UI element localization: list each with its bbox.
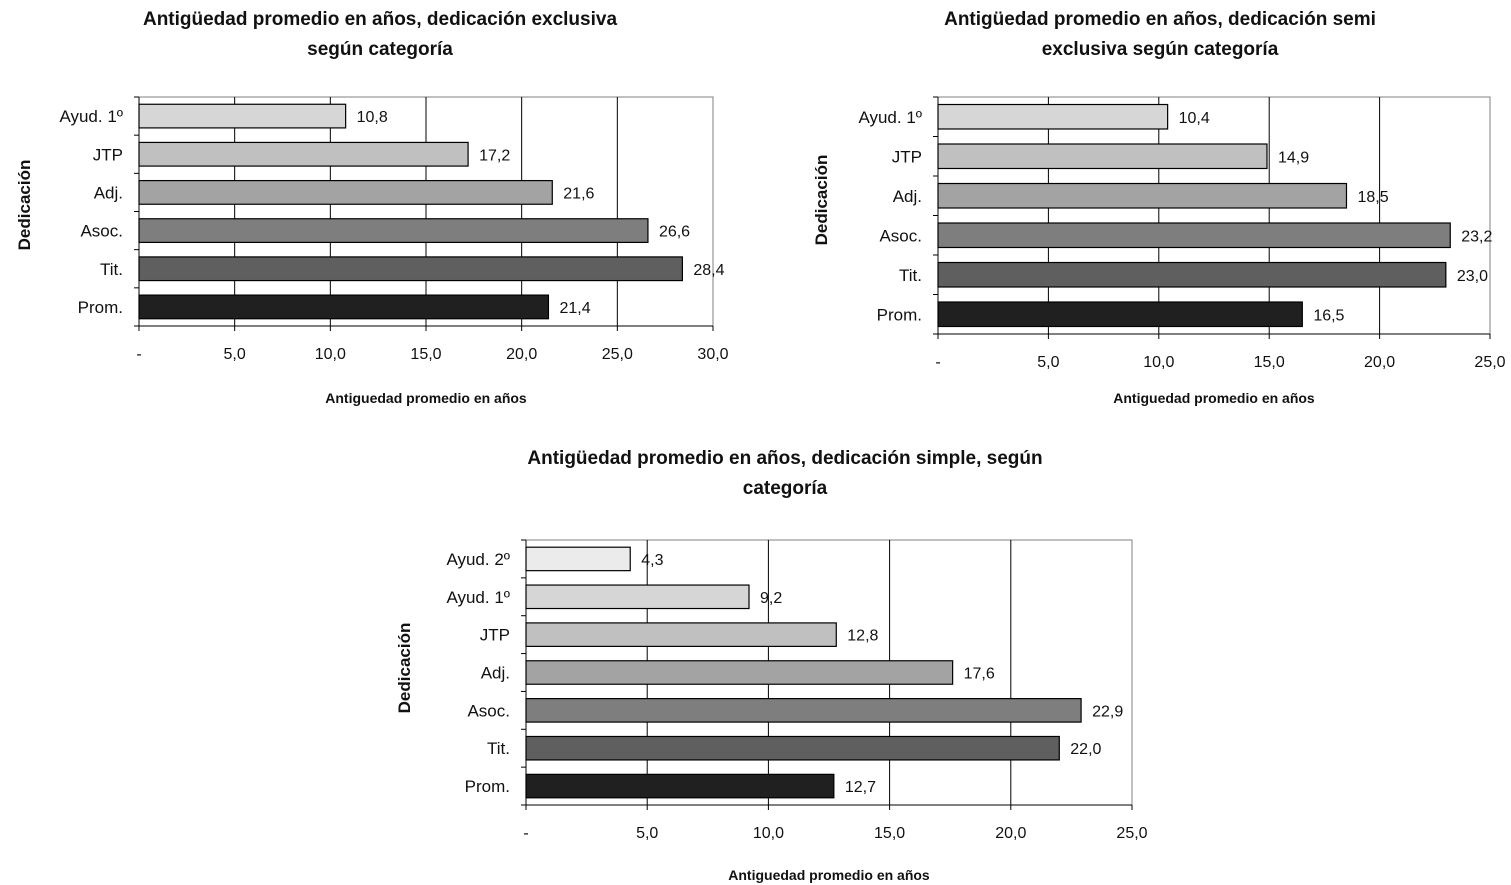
data-label: 22,0 bbox=[1070, 741, 1101, 758]
x-tick-label: 5,0 bbox=[224, 346, 246, 363]
data-label: 23,0 bbox=[1457, 268, 1488, 285]
data-label: 10,8 bbox=[357, 109, 388, 126]
category-label: Ayud. 1º bbox=[858, 108, 922, 127]
bar bbox=[937, 103, 1169, 130]
category-label: Adj. bbox=[94, 183, 123, 202]
category-label: Asoc. bbox=[80, 222, 123, 241]
bar bbox=[937, 222, 1451, 249]
bar bbox=[937, 182, 1348, 209]
x-tick-label: 15,0 bbox=[410, 346, 441, 363]
bar-chart-svg: - 5,0 10,0 15,0 20,0 25,0 30,0 Ayud. 1º 10,8 JTP 1… bbox=[15, 96, 729, 406]
bar-chart-svg: - 5,0 10,0 15,0 20,0 25,0 Ayud. 1º 10,4 JTP 14,9 A… bbox=[812, 96, 1506, 406]
bar bbox=[937, 143, 1268, 170]
data-label: 9,2 bbox=[760, 590, 782, 607]
x-tick-label: 25,0 bbox=[1474, 354, 1505, 371]
category-label: Tit. bbox=[100, 260, 123, 279]
x-tick-label: 25,0 bbox=[1116, 825, 1147, 842]
data-label: 14,9 bbox=[1278, 149, 1309, 166]
category-label: Adj. bbox=[893, 187, 922, 206]
data-label: 12,7 bbox=[845, 779, 876, 796]
category-label: Prom. bbox=[877, 305, 922, 324]
chart-title: Antigüedad promedio en años, dedicación … bbox=[810, 5, 1510, 65]
data-label: 17,6 bbox=[964, 666, 995, 683]
category-label: Tit. bbox=[487, 739, 510, 758]
category-label: Adj. bbox=[481, 664, 510, 683]
x-tick-label: 20,0 bbox=[995, 825, 1026, 842]
data-label: 16,5 bbox=[1313, 307, 1344, 324]
chart-title-line: Antigüedad promedio en años, dedicación … bbox=[527, 448, 1043, 469]
data-label: 10,4 bbox=[1179, 110, 1210, 127]
x-axis-title: Antiguedad promedio en años bbox=[728, 867, 930, 883]
chart-simple: Antigüedad promedio en años, dedicación … bbox=[380, 440, 1180, 885]
category-label: Asoc. bbox=[879, 226, 922, 245]
category-label: Ayud. 2º bbox=[446, 550, 510, 569]
category-label: Ayud. 1º bbox=[446, 588, 510, 607]
bar bbox=[937, 261, 1447, 288]
data-label: 22,9 bbox=[1092, 703, 1123, 720]
bar bbox=[525, 584, 750, 610]
x-tick-label: 20,0 bbox=[506, 346, 537, 363]
x-tick-label: 5,0 bbox=[1037, 354, 1059, 371]
category-label: Ayud. 1º bbox=[59, 107, 123, 126]
chart-title-line: Antigüedad promedio en años, dedicación … bbox=[944, 9, 1376, 30]
bar bbox=[138, 256, 683, 282]
category-label: Tit. bbox=[899, 266, 922, 285]
category-label: Prom. bbox=[78, 298, 123, 317]
x-tick-label: - bbox=[935, 354, 940, 371]
x-tick-label: 10,0 bbox=[753, 825, 784, 842]
x-tick-label: 10,0 bbox=[315, 346, 346, 363]
category-label: JTP bbox=[93, 145, 123, 164]
y-axis-title: Dedicación bbox=[15, 160, 34, 251]
bar bbox=[525, 546, 631, 572]
bar bbox=[138, 103, 347, 129]
category-label: JTP bbox=[480, 626, 510, 645]
data-label: 21,4 bbox=[559, 300, 590, 317]
x-tick-label: 25,0 bbox=[602, 346, 633, 363]
chart-semi-exclusiva: Antigüedad promedio en años, dedicación … bbox=[760, 0, 1511, 420]
bar bbox=[937, 301, 1303, 328]
data-label: 4,3 bbox=[641, 552, 663, 569]
x-axis-title: Antiguedad promedio en años bbox=[1113, 390, 1315, 406]
data-label: 12,8 bbox=[847, 628, 878, 645]
data-label: 17,2 bbox=[479, 147, 510, 164]
data-label: 18,5 bbox=[1357, 189, 1388, 206]
x-axis-title: Antiguedad promedio en años bbox=[325, 390, 527, 406]
x-tick-label: 10,0 bbox=[1143, 354, 1174, 371]
chart-title: Antigüedad promedio en años, dedicación … bbox=[40, 5, 720, 65]
category-label: JTP bbox=[892, 147, 922, 166]
data-label: 21,6 bbox=[563, 185, 594, 202]
chart-exclusiva: Antigüedad promedio en años, dedicación … bbox=[0, 0, 760, 420]
x-tick-label: 20,0 bbox=[1364, 354, 1395, 371]
x-tick-label: - bbox=[136, 346, 141, 363]
x-tick-label: - bbox=[523, 825, 528, 842]
bar bbox=[138, 218, 649, 244]
plot-area bbox=[937, 96, 1491, 335]
x-tick-label: 15,0 bbox=[1254, 354, 1285, 371]
bar bbox=[525, 773, 835, 799]
data-label: 28,4 bbox=[693, 262, 724, 279]
category-label: Asoc. bbox=[467, 701, 510, 720]
x-tick-label: 5,0 bbox=[636, 825, 658, 842]
bar bbox=[525, 698, 1082, 723]
bar bbox=[138, 141, 469, 167]
bar bbox=[525, 622, 837, 647]
y-axis-title: Dedicación bbox=[812, 155, 831, 246]
bar bbox=[138, 294, 550, 320]
bar bbox=[525, 735, 1060, 761]
data-label: 26,6 bbox=[659, 224, 690, 241]
bar bbox=[138, 179, 553, 205]
x-tick-label: 15,0 bbox=[874, 825, 905, 842]
bar bbox=[525, 660, 954, 685]
data-label: 23,2 bbox=[1461, 228, 1492, 245]
chart-title-line: Antigüedad promedio en años, dedicación … bbox=[142, 9, 618, 30]
bar-chart-svg: - 5,0 10,0 15,0 20,0 25,0 Ayud. 2º 4,3 Ayud. 1º 9… bbox=[395, 539, 1148, 883]
chart-title-line: según categoría bbox=[307, 39, 453, 60]
chart-title: Antigüedad promedio en años, dedicación … bbox=[430, 444, 1140, 504]
chart-title-line: exclusiva según categoría bbox=[1041, 39, 1279, 60]
y-axis-title: Dedicación bbox=[395, 623, 414, 714]
category-label: Prom. bbox=[465, 777, 510, 796]
x-tick-label: 30,0 bbox=[697, 346, 728, 363]
chart-title-line: categoría bbox=[742, 478, 828, 499]
